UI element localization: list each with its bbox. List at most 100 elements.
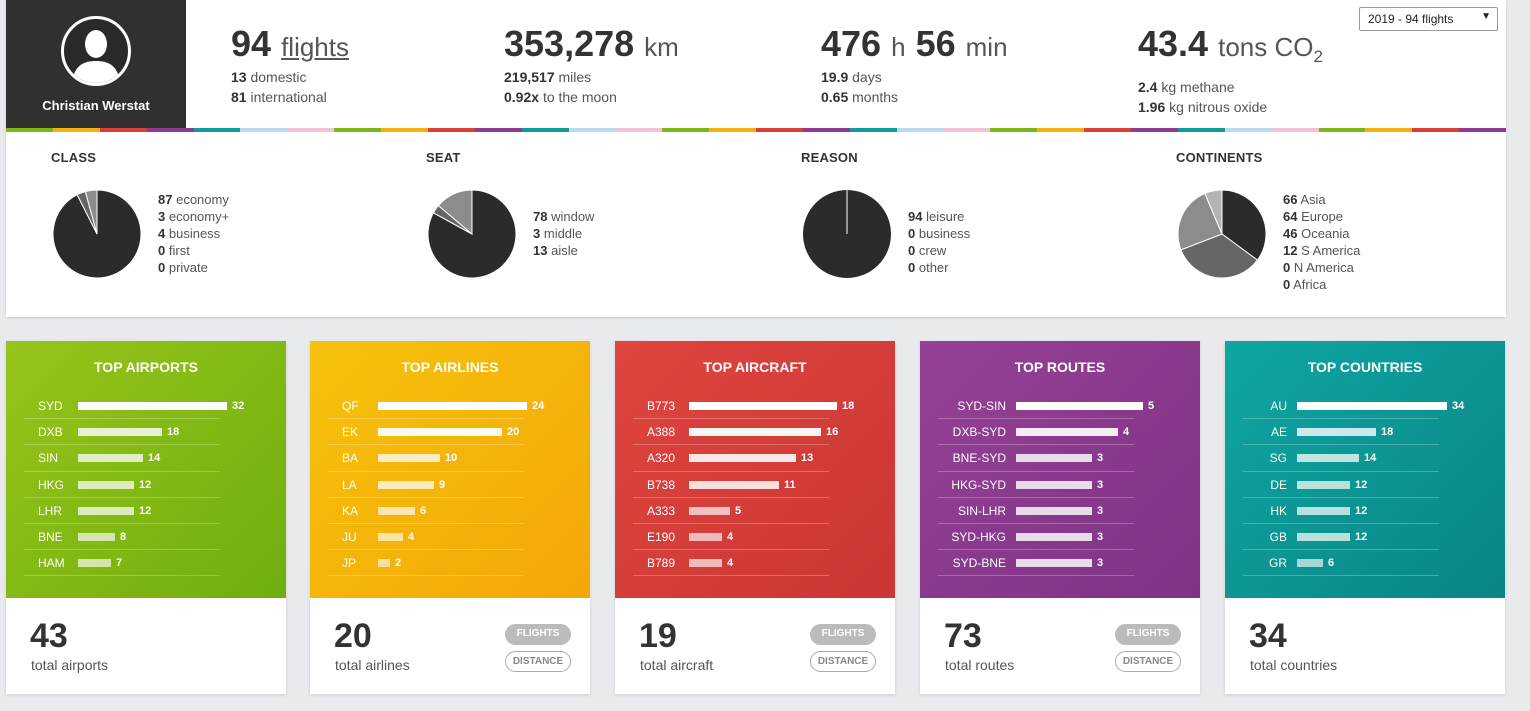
co2-unit: tons CO [1218, 32, 1314, 62]
ranking-row[interactable]: B789 4 [633, 550, 829, 577]
ranking-row[interactable]: SIN 14 [24, 445, 220, 472]
ranking-row[interactable]: KA 6 [328, 498, 524, 524]
legend-item: 0 crew [908, 242, 970, 259]
stripe-segment [52, 128, 100, 132]
ranking-label: A333 [647, 503, 676, 518]
stripe-segment [615, 128, 663, 132]
pie-slice[interactable] [1180, 233, 1259, 279]
months-count: 0.65 [821, 89, 849, 105]
ranking-row[interactable]: A333 5 [633, 498, 829, 524]
ranking-bar [689, 428, 821, 437]
flights-link[interactable]: flights [281, 32, 349, 62]
miles-label: miles [558, 69, 592, 85]
ranking-label: AU [1270, 399, 1287, 413]
ranking-label: HKG [38, 477, 65, 492]
ranking-row[interactable]: BNE 8 [24, 524, 220, 551]
ranking-row[interactable]: LA 9 [328, 472, 524, 498]
ranking-row[interactable]: SYD-BNE 3 [938, 550, 1134, 577]
ranking-row[interactable]: A388 16 [633, 419, 838, 446]
stripe-segment [990, 128, 1038, 132]
ranking-row[interactable]: BNE-SYD 3 [938, 445, 1134, 472]
flights-toggle-button[interactable]: FLIGHTS [1115, 624, 1181, 645]
ranking-row[interactable]: B738 11 [633, 472, 829, 498]
stripe-segment [1037, 128, 1085, 132]
ranking-row[interactable]: SG 14 [1243, 445, 1439, 472]
pie-legend: 94 leisure 0 business 0 crew 0 other [908, 208, 970, 276]
pie-chart[interactable] [1176, 188, 1268, 280]
ranking-bar [689, 532, 722, 541]
ranking-row[interactable]: E190 4 [633, 524, 829, 551]
distance-toggle-button[interactable]: DISTANCE [810, 651, 876, 672]
card-title: TOP AIRLINES [401, 359, 499, 375]
ranking-row[interactable]: AE 18 [1243, 419, 1439, 446]
ranking-label: A320 [647, 451, 676, 466]
pie-chart[interactable] [426, 188, 518, 280]
ranking-row[interactable]: JP 2 [328, 550, 524, 577]
ranking-row[interactable]: AU 34 [1243, 393, 1464, 420]
ranking-value: 12 [139, 504, 152, 517]
ranking-row[interactable]: DXB-SYD 4 [938, 419, 1134, 446]
distance-toggle-button[interactable]: DISTANCE [505, 651, 571, 672]
distance-toggle-button[interactable]: DISTANCE [1115, 651, 1181, 672]
profile-panel[interactable]: Christian Werstat [6, 0, 186, 128]
ranking-row[interactable]: SYD-SIN 5 [938, 393, 1154, 420]
legend-item: 4 business [158, 225, 229, 242]
ranking-row[interactable]: HKG 12 [24, 472, 220, 498]
pie-slice[interactable] [84, 189, 98, 235]
ranking-row[interactable]: HKG-SYD 3 [938, 472, 1134, 498]
ranking-value: 18 [842, 400, 855, 412]
ranking-value: 13 [801, 452, 814, 465]
ranking-label: E190 [647, 529, 676, 544]
pie-slice[interactable] [437, 189, 473, 236]
ranking-row[interactable]: SYD 32 [24, 393, 244, 420]
ranking-row[interactable]: SIN-LHR 3 [938, 498, 1134, 524]
total-count: 34 [1249, 617, 1287, 655]
ranking-value: 3 [1097, 504, 1104, 517]
total-label: total airlines [335, 657, 410, 673]
ranking-value: 20 [507, 426, 520, 439]
year-select[interactable]: 2019 - 94 flights ▼ [1359, 7, 1498, 31]
ranking-row[interactable]: QF 24 [328, 393, 544, 420]
flights-stat: 94 flights 13 domestic 81 international [231, 24, 349, 107]
legend-value: 13 [533, 243, 548, 258]
ranking-value: 5 [735, 504, 742, 517]
ranking-row[interactable]: EK 20 [328, 419, 524, 446]
ranking-row[interactable]: A320 13 [633, 445, 829, 472]
pie-slice[interactable] [427, 189, 517, 279]
flights-toggle-button[interactable]: FLIGHTS [810, 624, 876, 645]
ranking-value: 18 [167, 426, 180, 439]
stripe-segment [521, 128, 569, 132]
ranking-row[interactable]: HK 12 [1243, 498, 1439, 524]
pie-chart[interactable] [51, 188, 143, 280]
ranking-row[interactable]: BA 10 [328, 445, 524, 472]
pie-legend: 87 economy 3 economy+ 4 business 0 first 0 p… [158, 191, 229, 276]
ranking-row[interactable]: DE 12 [1243, 472, 1439, 498]
stripe-segment [1318, 128, 1366, 132]
pie-slice[interactable] [1177, 192, 1223, 251]
ranking-row[interactable]: HAM 7 [24, 550, 220, 577]
ranking-row[interactable]: LHR 12 [24, 498, 220, 524]
legend-label: window [551, 209, 595, 224]
ranking-row[interactable]: SYD-HKG 3 [938, 524, 1134, 551]
ranking-label: LA [342, 477, 357, 492]
ranking-label: BNE [38, 529, 63, 544]
stripe-segment [1365, 128, 1413, 132]
pie-chart[interactable] [801, 188, 893, 280]
legend-value: 87 [158, 192, 173, 207]
flights-toggle-button[interactable]: FLIGHTS [505, 624, 571, 645]
ranking-row[interactable]: GR 6 [1243, 550, 1439, 577]
ranking-row[interactable]: B773 18 [633, 393, 854, 420]
co2-tons: 43.4 [1138, 23, 1209, 64]
legend-value: 66 [1283, 192, 1298, 207]
ranking-row[interactable]: DXB 18 [24, 419, 220, 446]
avatar[interactable] [61, 16, 131, 86]
legend-label: Africa [1293, 277, 1327, 292]
pie-slice[interactable] [1221, 189, 1267, 261]
ranking-bar [1297, 402, 1447, 410]
legend-label: private [168, 260, 208, 275]
ranking-row[interactable]: GB 12 [1243, 524, 1439, 551]
top-aircraft-card: TOP AIRCRAFT B773 18 A388 16 A320 13 B738 11 A333… [615, 341, 895, 694]
legend-item: 0 Africa [1283, 276, 1360, 293]
ranking-row[interactable]: JU 4 [328, 524, 524, 551]
pie-slice[interactable] [1204, 189, 1223, 235]
